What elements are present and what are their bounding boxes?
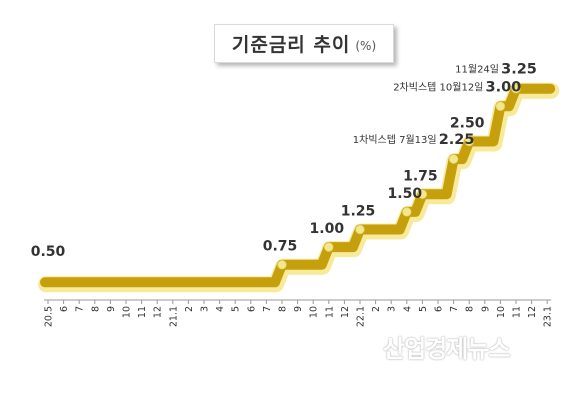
x-tick-label: 6 — [434, 306, 445, 312]
chart-title-box: 기준금리 추이 (%) — [214, 24, 394, 63]
value-label: 3.00 — [486, 79, 522, 95]
x-tick-label: 8 — [90, 306, 101, 312]
x-tick-label: 12 — [527, 306, 538, 318]
value-label: 1.25 — [341, 204, 376, 220]
value-label: 2.50 — [450, 116, 485, 132]
change-note: 11월24일 — [455, 64, 499, 76]
rate-change-marker — [355, 224, 365, 235]
x-tick-label: 3 — [200, 306, 211, 312]
x-tick-label: 10 — [309, 306, 320, 318]
value-label: 0.75 — [263, 239, 298, 255]
change-note: 2차빅스텝 10월12일 — [393, 81, 483, 93]
x-tick-label: 8 — [465, 306, 476, 312]
x-tick-label: 6 — [59, 306, 70, 312]
x-tick-label: 5 — [231, 306, 242, 312]
rate-change-marker — [495, 101, 505, 111]
x-tick-label: 7 — [449, 306, 460, 312]
x-tick-label: 2 — [184, 306, 195, 312]
x-axis: 20.5 6 7 8 9 10 11 12 21.1 2 3 4 5 6 7 8 9 10 11 12 22.1 2 3 4 5… — [44, 299, 554, 327]
start-value-label: 0.50 — [31, 244, 66, 260]
x-tick-label: 20.5 — [44, 306, 55, 327]
x-tick-label: 10 — [122, 306, 133, 318]
x-tick-label: 22.1 — [356, 306, 367, 327]
change-note: 1차빅스텝 7월13일 — [353, 134, 437, 146]
x-tick-label: 4 — [215, 306, 226, 312]
rate-change-marker — [402, 207, 412, 217]
rate-change-marker — [324, 242, 334, 252]
rate-change-marker — [417, 189, 427, 199]
x-tick-label: 11 — [512, 306, 523, 318]
x-tick-label: 3 — [387, 306, 398, 312]
x-tick-label: 12 — [340, 306, 351, 318]
x-tick-label: 9 — [293, 306, 304, 312]
chart-unit: (%) — [355, 38, 377, 53]
rate-change-marker — [448, 154, 459, 164]
series-line — [40, 83, 556, 288]
x-tick-label: 9 — [106, 306, 117, 312]
value-label: 3.25 — [501, 62, 537, 78]
x-tick-label: 23.1 — [543, 306, 554, 327]
x-tick-label: 5 — [418, 306, 429, 312]
watermark: 산업경제뉴스 — [383, 335, 510, 363]
series-group — [38, 82, 560, 293]
x-tick-label: 21.1 — [168, 306, 179, 327]
chart-title: 기준금리 추이 — [231, 34, 351, 56]
x-tick-label: 4 — [402, 306, 413, 312]
x-tick-label: 10 — [496, 306, 507, 318]
x-tick-label: 11 — [137, 306, 148, 318]
value-label: 1.50 — [388, 186, 423, 202]
value-label: 1.75 — [403, 168, 438, 184]
rate-change-marker — [511, 84, 521, 94]
x-tick-label: 2 — [371, 306, 382, 312]
x-tick-label: 6 — [246, 306, 257, 312]
x-tick-label: 7 — [75, 306, 86, 312]
rate-change-marker — [464, 136, 474, 147]
rate-change-marker — [277, 260, 287, 270]
x-tick-label: 8 — [278, 306, 289, 312]
x-tick-label: 7 — [262, 306, 273, 312]
value-label: 1.00 — [310, 221, 345, 237]
x-tick-label: 12 — [153, 306, 164, 318]
x-tick-label: 9 — [480, 306, 491, 312]
value-label: 2.25 — [439, 132, 475, 148]
x-tick-label: 11 — [324, 306, 335, 318]
